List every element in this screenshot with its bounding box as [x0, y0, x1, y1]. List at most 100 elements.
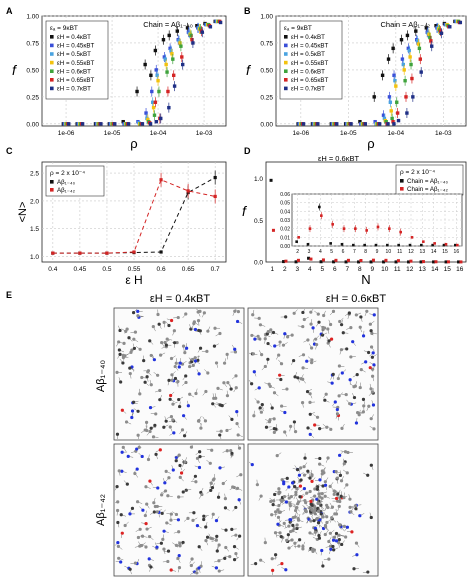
snapshot-bead	[128, 567, 132, 571]
snapshot-bead	[328, 322, 333, 327]
snapshot-bead	[209, 481, 213, 485]
c-xtick-label: 0.45	[74, 266, 87, 273]
snapshot-bead	[310, 479, 314, 483]
snapshot-bead	[191, 357, 195, 362]
snapshot-bead	[272, 391, 277, 395]
d-ylabel: f	[242, 203, 248, 219]
snapshot-bead	[270, 406, 274, 410]
snapshot-bead	[338, 473, 343, 478]
snapshot-bead	[204, 389, 208, 394]
snapshot-bead	[316, 501, 320, 505]
snapshot-bead	[197, 545, 201, 549]
c-legend-entry: Aβ₁₋₄₂	[57, 187, 76, 194]
b-point	[363, 122, 368, 126]
snapshot-bead	[183, 460, 187, 464]
snapshot-bead	[293, 541, 297, 545]
snapshot-bead	[339, 494, 343, 498]
panel-label-e: E	[6, 290, 12, 300]
d-xtick-label: 5	[320, 266, 324, 273]
snapshot-bead	[192, 321, 196, 326]
a-point	[169, 48, 173, 53]
snapshot-bead	[308, 476, 312, 480]
snapshot-bead	[233, 350, 238, 354]
snapshot-bead	[160, 493, 164, 497]
d-xtick-label: 7	[345, 266, 349, 273]
snapshot-bead	[365, 309, 369, 313]
d-point	[309, 257, 313, 261]
panel-label-a: A	[6, 6, 13, 16]
snapshot-bead	[175, 340, 179, 345]
d-point	[307, 256, 311, 260]
a-legend-swatch	[50, 86, 54, 91]
d-point	[269, 178, 273, 182]
c-point	[105, 251, 109, 255]
snapshot-bead	[215, 549, 219, 553]
snapshot-bead	[323, 494, 327, 498]
snapshot-bead	[320, 548, 324, 553]
snapshot-bead	[198, 450, 202, 454]
a-point	[150, 100, 155, 104]
snapshot-bead	[152, 358, 156, 362]
c-ytick-label: 1.5	[30, 226, 39, 233]
snapshot-bead	[121, 361, 125, 365]
d-inset-xtick-label: 2	[296, 249, 299, 255]
b-point	[434, 24, 438, 28]
a-point	[190, 38, 194, 42]
c-legend-swatch	[50, 180, 54, 184]
snapshot-bead	[125, 482, 129, 486]
snapshot-bead	[214, 519, 219, 523]
snapshot-bead	[299, 466, 303, 470]
snapshot-bead	[314, 337, 318, 341]
snapshot-bead	[326, 456, 330, 460]
b-point	[391, 119, 395, 124]
snapshot-bead	[173, 364, 177, 369]
snapshot-bead	[366, 570, 370, 574]
snapshot-bead	[178, 544, 182, 548]
snapshot-bead	[128, 512, 132, 516]
a-point	[208, 25, 213, 29]
panel-label-c: C	[6, 146, 13, 156]
b-point	[393, 79, 397, 83]
snapshot-bead	[165, 521, 169, 525]
snapshot-bead	[351, 340, 355, 344]
snapshot-bead	[290, 481, 295, 485]
a-point	[200, 30, 204, 34]
a-legend-swatch	[50, 43, 54, 48]
snapshot-bead	[348, 378, 352, 382]
snapshot-bead	[335, 476, 339, 480]
snapshot-bead	[199, 426, 203, 430]
snapshot-bead	[229, 449, 233, 453]
b-xtick-label: 1e-04	[388, 130, 405, 137]
b-legend-entry: εH = 0.45κBT	[291, 43, 329, 50]
snapshot-bead	[354, 541, 359, 545]
snapshot-bead	[306, 426, 310, 430]
snapshot-bead	[169, 518, 173, 522]
snapshot-bead	[284, 568, 288, 572]
snapshot-bead	[252, 414, 256, 418]
snapshot-bead	[358, 385, 362, 390]
snapshot-bead	[312, 510, 317, 514]
a-point	[99, 122, 103, 126]
snapshot-bead	[359, 315, 363, 319]
snapshot-bead	[288, 529, 293, 534]
snapshot-bead	[162, 547, 166, 551]
snapshot-bead	[282, 521, 286, 525]
snapshot-bead	[275, 454, 279, 458]
snapshot-bead	[250, 382, 254, 386]
a-legend	[45, 20, 109, 100]
snapshot-bead	[301, 547, 305, 551]
snapshot-bead	[354, 421, 359, 425]
snapshot-bead	[286, 533, 290, 537]
snapshot-bead	[331, 309, 336, 313]
snapshot-bead	[135, 447, 139, 451]
snapshot-bead	[174, 543, 179, 548]
snapshot-bead	[313, 487, 317, 491]
snapshot-bead	[155, 545, 159, 549]
snapshot-bead	[276, 522, 280, 526]
snapshot-bead	[235, 410, 239, 414]
d-xtick-label: 14	[431, 266, 439, 273]
snapshot-bead	[270, 513, 274, 517]
snapshot-bead	[342, 495, 346, 500]
a-point	[150, 89, 154, 94]
a-legend-swatch	[50, 60, 54, 65]
